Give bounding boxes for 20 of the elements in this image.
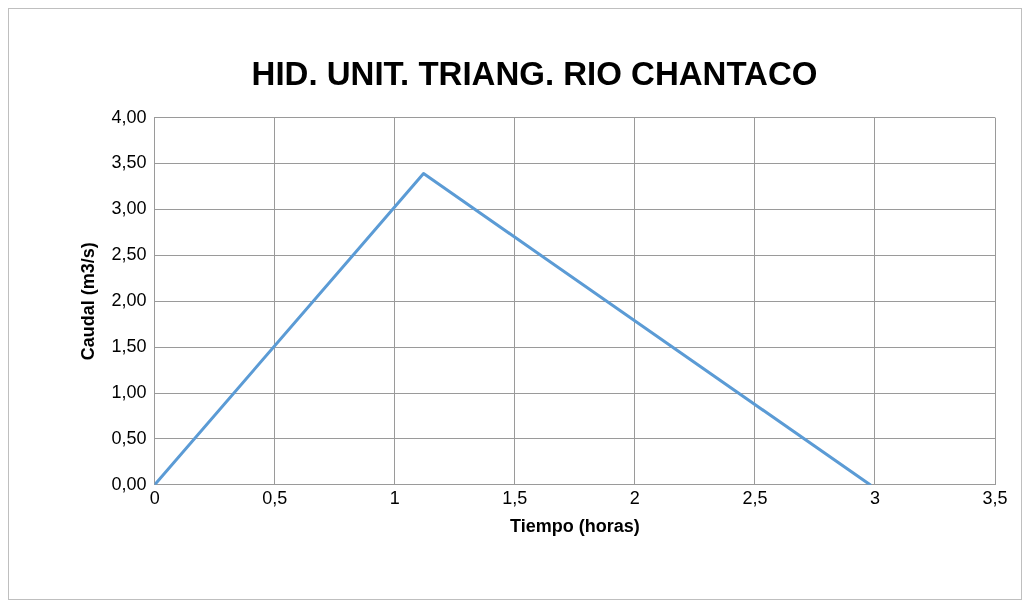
x-tick-label: 0,5 bbox=[262, 487, 288, 508]
y-tick-label: 4,00 bbox=[111, 106, 147, 127]
x-tick-label: 3,5 bbox=[982, 487, 1008, 508]
y-tick-label: 3,00 bbox=[111, 198, 147, 219]
y-tick-label: 0,50 bbox=[111, 427, 147, 448]
y-tick-label: 1,00 bbox=[111, 381, 147, 402]
chart-title: HID. UNIT. TRIANG. RIO CHANTACO bbox=[251, 54, 818, 92]
y-tick-label: 3,50 bbox=[111, 152, 147, 173]
x-tick-label: 1 bbox=[389, 487, 400, 508]
y-tick-label: 2,00 bbox=[111, 290, 147, 311]
y-axis-title: Caudal (m3/s) bbox=[77, 242, 98, 361]
x-tick-label: 1,5 bbox=[502, 487, 528, 508]
x-tick-label: 2 bbox=[629, 487, 640, 508]
y-tick-label: 0,00 bbox=[111, 473, 147, 494]
x-tick-label: 3 bbox=[869, 487, 880, 508]
x-axis-title: Tiempo (horas) bbox=[509, 516, 640, 537]
y-tick-label: 2,50 bbox=[111, 244, 147, 265]
x-tick-label: 0 bbox=[149, 487, 160, 508]
y-tick-label: 1,50 bbox=[111, 336, 147, 357]
x-tick-label: 2,5 bbox=[742, 487, 768, 508]
